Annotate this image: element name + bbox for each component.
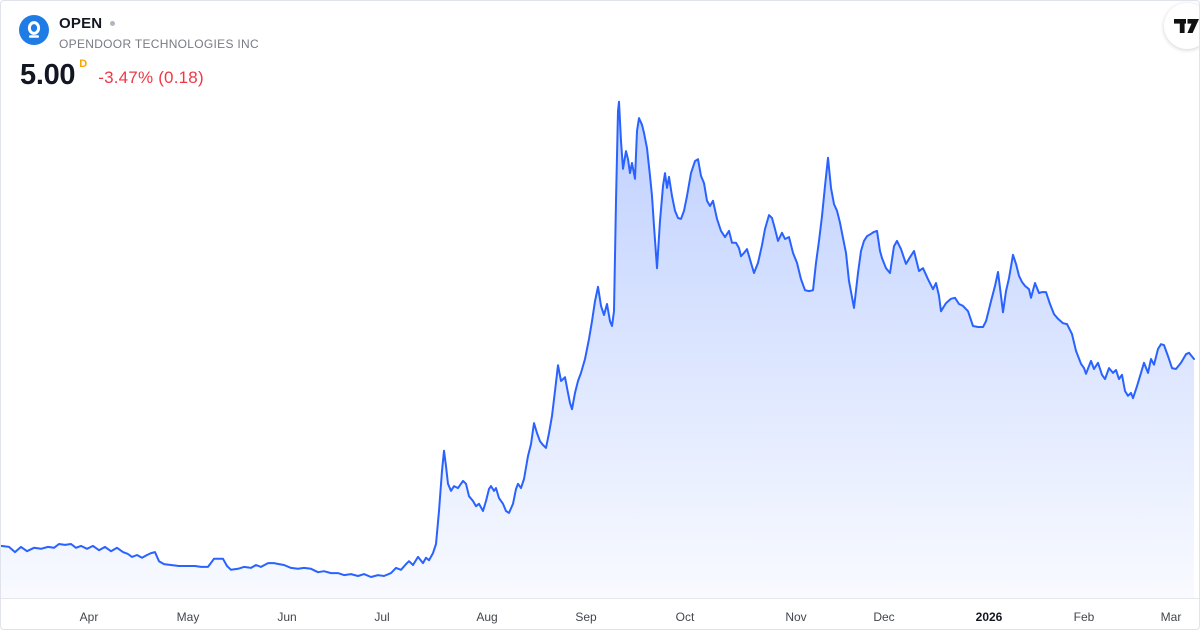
company-name: OPENDOOR TECHNOLOGIES INC bbox=[59, 37, 259, 51]
price-change: -3.47% (0.18) bbox=[98, 68, 204, 87]
tradingview-icon bbox=[1174, 18, 1199, 33]
x-axis-label: Mar bbox=[1160, 610, 1182, 624]
x-axis-label: May bbox=[176, 610, 200, 624]
x-axis-label: Sep bbox=[575, 610, 597, 624]
x-axis-label: Apr bbox=[79, 610, 99, 624]
x-axis-label: Aug bbox=[476, 610, 498, 624]
x-axis-label: Jul bbox=[374, 610, 390, 624]
chart-area[interactable] bbox=[1, 1, 1200, 601]
x-axis-label: Jun bbox=[277, 610, 297, 624]
price-area-fill bbox=[1, 101, 1194, 600]
x-axis-label: Dec bbox=[873, 610, 895, 624]
last-price: 5.00 bbox=[20, 59, 76, 91]
tradingview-logo-badge[interactable] bbox=[1164, 3, 1199, 49]
market-status-dot-icon bbox=[110, 21, 116, 26]
x-axis-label: 2026 bbox=[975, 610, 1003, 624]
opendoor-logo bbox=[19, 15, 49, 45]
x-axis-label: Feb bbox=[1073, 610, 1095, 624]
opendoor-o-glyph bbox=[27, 21, 41, 38]
x-axis-line bbox=[1, 598, 1199, 599]
x-axis-label: Nov bbox=[785, 610, 807, 624]
x-axis-label: Oct bbox=[675, 610, 695, 624]
symbol-row[interactable]: OPEN bbox=[59, 16, 259, 31]
price-line bbox=[1, 100, 1195, 578]
header: OPEN OPENDOOR TECHNOLOGIES INC 5.00 D -3… bbox=[19, 15, 259, 91]
symbol-name[interactable]: OPEN bbox=[59, 15, 103, 32]
interval-badge: D bbox=[79, 58, 88, 70]
